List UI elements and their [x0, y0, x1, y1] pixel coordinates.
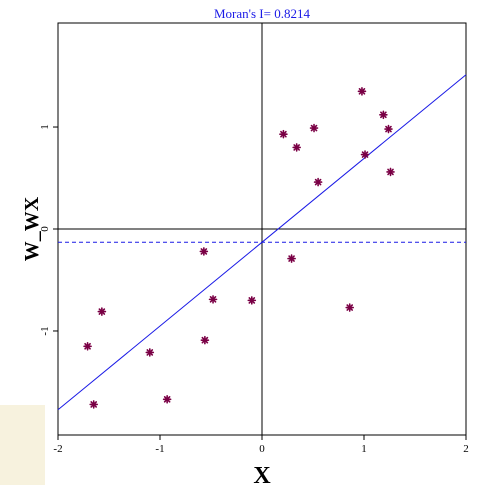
data-point — [313, 177, 323, 187]
chart-title: Moran's I= 0.8214 — [214, 6, 310, 21]
data-point — [384, 124, 393, 134]
data-point — [292, 143, 301, 152]
data-point — [279, 129, 288, 139]
points-layer — [83, 87, 395, 409]
data-point — [97, 307, 107, 316]
point-stroke — [346, 304, 354, 311]
point-stroke — [361, 151, 369, 158]
data-point — [89, 400, 98, 409]
x-tick-label: 0 — [259, 443, 265, 455]
point-stroke — [310, 124, 318, 132]
axes-layer — [58, 23, 466, 435]
point-stroke — [288, 255, 295, 262]
point-stroke — [248, 297, 256, 304]
point-stroke — [146, 349, 154, 356]
point-stroke — [163, 396, 171, 403]
point-stroke — [293, 144, 300, 151]
data-point — [83, 341, 92, 351]
point-stroke — [385, 125, 392, 133]
x-tick-label: -2 — [53, 443, 62, 455]
point-stroke — [90, 401, 97, 408]
point-stroke — [314, 178, 322, 186]
x-axis-label: X — [253, 463, 271, 489]
point-stroke — [209, 296, 217, 303]
data-point — [145, 348, 155, 357]
data-point — [247, 296, 257, 305]
y-tick-label: 0 — [39, 226, 51, 232]
data-point — [199, 247, 209, 256]
point-stroke — [201, 336, 209, 344]
y-tick-label: -1 — [39, 326, 51, 335]
data-point — [386, 167, 395, 177]
point-stroke — [84, 342, 91, 350]
data-point — [309, 123, 319, 133]
point-stroke — [358, 88, 366, 95]
y-tick-label: 1 — [39, 124, 51, 130]
lines-layer — [57, 74, 467, 411]
x-tick-label: 1 — [361, 443, 367, 455]
point-stroke — [200, 248, 208, 255]
data-point — [345, 303, 355, 312]
ticks-layer: -2 -1 0 1 2 -1 0 1 — [39, 124, 469, 455]
data-point — [360, 150, 370, 159]
data-point — [379, 110, 388, 120]
y-axis-label: W_WX — [21, 196, 43, 261]
point-stroke — [280, 130, 287, 138]
data-point — [357, 87, 367, 96]
side-panel — [0, 405, 45, 485]
point-stroke — [98, 308, 106, 315]
data-point — [162, 395, 172, 404]
data-point — [200, 335, 210, 345]
x-tick-label: -1 — [155, 443, 164, 455]
point-stroke — [387, 168, 394, 176]
data-point — [208, 295, 218, 304]
point-stroke — [380, 111, 387, 119]
data-point — [287, 254, 296, 263]
x-tick-label: 2 — [463, 443, 469, 455]
